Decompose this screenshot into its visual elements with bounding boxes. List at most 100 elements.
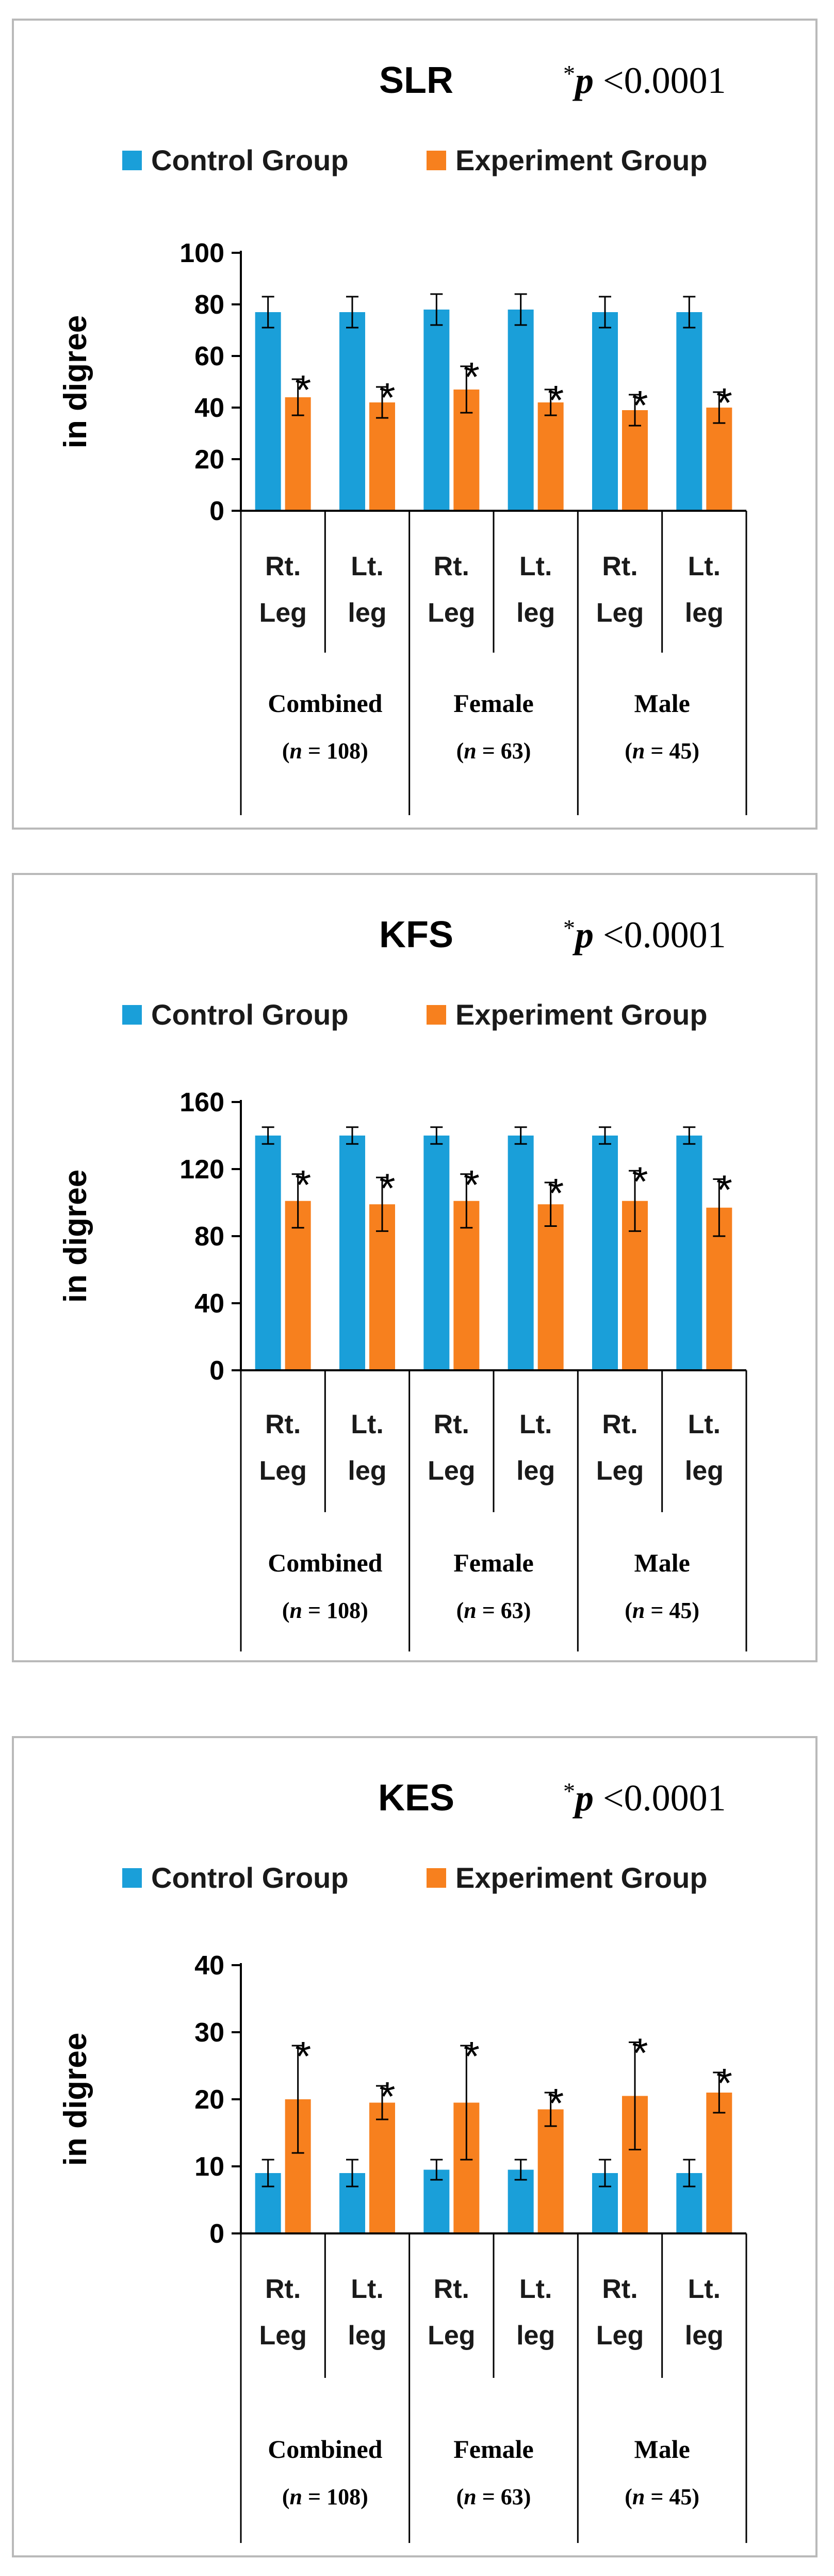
kes-significance-asterisk: * (464, 2033, 480, 2079)
slr-group-n-prefix: ( (282, 738, 290, 764)
slr-group-n: (n = 108) (282, 738, 368, 764)
kfs-y-axis-label: in digree (58, 1170, 93, 1303)
slr-category-label-line2: leg (685, 598, 724, 628)
kfs-category-label-line2: leg (348, 1456, 386, 1486)
kes-group-n-prefix: ( (456, 2484, 464, 2509)
kes-legend-label-control: Control Group (151, 1861, 349, 1894)
kes-significance-asterisk: * (548, 2080, 564, 2126)
kes-group-n-label: n (464, 2484, 476, 2509)
kfs-legend-swatch-experiment (427, 1005, 446, 1025)
kfs-category-label-line2: leg (685, 1456, 724, 1486)
slr-title: SLR (379, 60, 453, 101)
kfs-group-n-prefix: ( (282, 1598, 290, 1623)
kfs-group-n-value: = 45) (645, 1598, 699, 1623)
kes-title: KES (378, 1777, 454, 1819)
slr-bar-experiment (622, 410, 648, 511)
slr-bar-control (339, 312, 365, 511)
slr-y-tick-label: 20 (194, 445, 224, 475)
slr-category-label-line1: Rt. (265, 552, 301, 581)
kes-category-label-line2: Leg (259, 2321, 306, 2351)
slr-significance-asterisk: * (295, 367, 311, 413)
kfs-significance-p: p (572, 914, 594, 955)
kes-category-label-line1: Rt. (265, 2274, 301, 2304)
slr-y-tick-label: 80 (194, 290, 224, 320)
kes-bar-experiment (706, 2093, 732, 2233)
kfs-y-tick-label: 160 (179, 1088, 224, 1117)
kfs-category-label-line1: Rt. (602, 1409, 637, 1439)
slr-group-n-value: = 45) (645, 738, 699, 764)
slr-bar-experiment (369, 402, 395, 511)
kes-group-n-label: n (290, 2484, 302, 2509)
slr-significance: *p <0.0001 (563, 60, 726, 101)
kes-group-n: (n = 45) (625, 2484, 699, 2509)
kfs-bar-experiment (453, 1201, 480, 1370)
kfs-significance: *p <0.0001 (563, 914, 726, 955)
slr-category-label-line2: Leg (259, 598, 306, 628)
kes-group-label: Male (634, 2435, 690, 2464)
kfs-category-label-line2: leg (516, 1456, 555, 1486)
kes-category-label-line1: Rt. (602, 2274, 637, 2304)
kes-group-n-value: = 108) (302, 2484, 368, 2509)
kfs-bar-experiment (537, 1204, 564, 1370)
kes-category-label-line2: leg (348, 2321, 386, 2351)
kfs-group-n-prefix: ( (625, 1598, 632, 1623)
kfs-significance-asterisk: * (464, 1162, 480, 1208)
slr-category-label-line1: Lt. (688, 552, 721, 581)
kes-category-label-line2: Leg (596, 2321, 644, 2351)
kes-category-label-line1: Rt. (434, 2274, 469, 2304)
kfs-group-n-label: n (632, 1598, 645, 1623)
slr-bar-experiment (706, 408, 732, 511)
kfs-group-label: Male (634, 1548, 690, 1577)
slr-legend-label-experiment: Experiment Group (455, 144, 708, 176)
slr-group-n-label: n (464, 738, 476, 764)
slr-group-label: Male (634, 689, 690, 718)
slr-category-label-line1: Lt. (351, 552, 384, 581)
kfs-bar-control (592, 1136, 618, 1370)
kes-group-n-value: = 63) (477, 2484, 531, 2509)
kfs-legend-label-control: Control Group (151, 998, 349, 1031)
kes-group-n-prefix: ( (282, 2484, 290, 2509)
slr-bar-control (508, 310, 534, 511)
kes-y-tick-label: 40 (194, 1951, 224, 1981)
kes-legend-swatch-experiment (427, 1868, 446, 1888)
kfs-bar-control (676, 1136, 702, 1370)
kfs-chart-panel: KFS *p <0.0001 Control Group Experiment Grou… (12, 873, 817, 1662)
slr-group-n: (n = 63) (456, 738, 531, 764)
kes-category-label-line2: Leg (428, 2321, 475, 2351)
slr-category-label-line2: Leg (596, 598, 644, 628)
slr-significance-asterisk: * (464, 354, 480, 400)
slr-group-n-prefix: ( (625, 738, 632, 764)
slr-bar-control (423, 310, 450, 511)
kfs-group-n-prefix: ( (456, 1598, 464, 1623)
kfs-y-tick-label: 80 (194, 1222, 224, 1252)
kfs-bar-control (339, 1136, 365, 1370)
kes-significance-star: * (563, 1778, 575, 1804)
kes-chart-panel: KES *p <0.0001 Control Group Experiment Grou… (12, 1736, 817, 2557)
kfs-significance-asterisk: * (632, 1158, 648, 1204)
kfs-category-label-line2: Leg (259, 1456, 306, 1486)
slr-group-n-label: n (632, 738, 645, 764)
kfs-bar-experiment (369, 1204, 395, 1370)
kes-significance: *p <0.0001 (563, 1777, 726, 1819)
slr-group-n-value: = 63) (477, 738, 531, 764)
slr-significance-asterisk: * (548, 377, 564, 423)
kes-category-label-line1: Lt. (351, 2274, 384, 2304)
slr-legend-swatch-control (122, 151, 142, 170)
kfs-category-label-line1: Rt. (265, 1409, 301, 1439)
kfs-significance-asterisk: * (295, 1162, 311, 1208)
kes-y-tick-label: 30 (194, 2018, 224, 2048)
kfs-group-n-label: n (464, 1598, 476, 1623)
kfs-y-tick-label: 120 (179, 1155, 224, 1185)
kfs-category-label-line1: Lt. (519, 1409, 552, 1439)
kes-category-label-line2: leg (685, 2321, 724, 2351)
kes-y-tick-label: 10 (194, 2152, 224, 2182)
kfs-significance-asterisk: * (716, 1167, 732, 1213)
slr-y-tick-label: 100 (179, 238, 224, 268)
slr-bar-experiment (537, 402, 564, 511)
kes-group-n-value: = 45) (645, 2484, 699, 2509)
kfs-category-label-line1: Rt. (434, 1409, 469, 1439)
kfs-legend-label-experiment: Experiment Group (455, 998, 708, 1031)
slr-group-label: Combined (268, 689, 382, 718)
kes-significance-asterisk: * (632, 2030, 648, 2076)
kfs-significance-value: <0.0001 (603, 914, 726, 955)
